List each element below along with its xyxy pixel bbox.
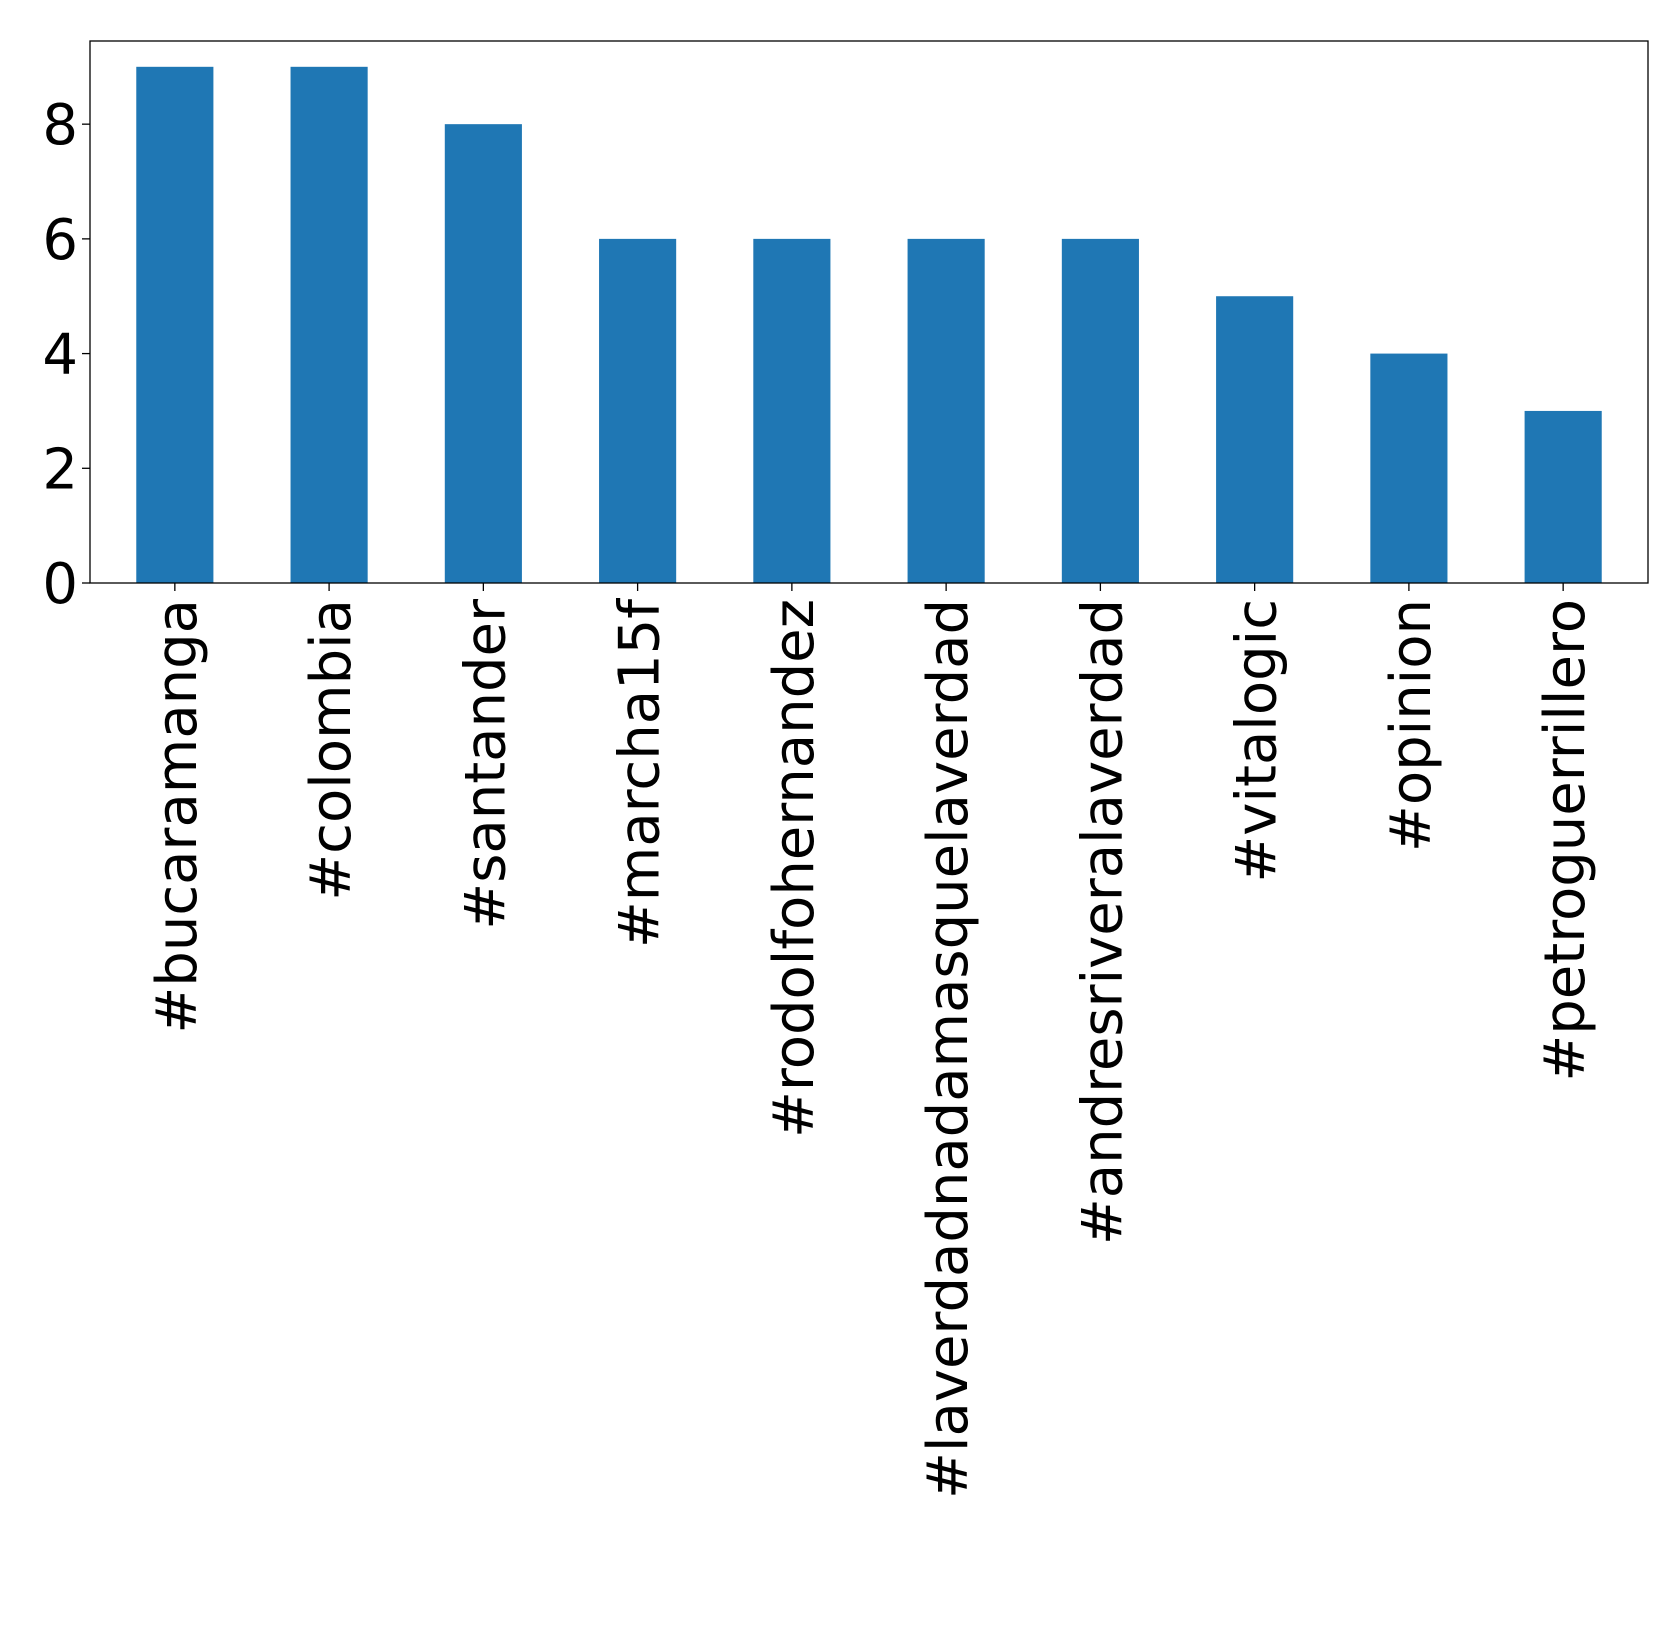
y-tick-label: 8 bbox=[42, 93, 78, 158]
x-tick-label: #santander bbox=[453, 598, 518, 930]
bar-andresriveralaverdad bbox=[1061, 238, 1139, 583]
bars-layer bbox=[136, 66, 1602, 584]
bar-rodolfohernandez bbox=[753, 238, 831, 583]
bar-petroguerrillero bbox=[1524, 410, 1602, 583]
x-tick-label: #opinion bbox=[1379, 599, 1444, 852]
x-tick-label: #petroguerrillero bbox=[1533, 599, 1598, 1082]
x-tick-label: #colombia bbox=[299, 599, 364, 901]
y-tick-label: 4 bbox=[42, 323, 78, 388]
plot-frame bbox=[89, 40, 1649, 584]
y-axis-ticks: 0 2 4 6 8 bbox=[42, 93, 90, 617]
bar-colombia bbox=[290, 66, 368, 584]
x-axis-ticks: #bucaramanga #colombia #santander #marcha15… bbox=[145, 583, 1598, 1499]
x-tick-label: #vitalogic bbox=[1225, 599, 1290, 883]
bar-laverdadnadamasquelaverdad bbox=[907, 238, 985, 583]
y-tick-label: 2 bbox=[42, 437, 78, 502]
y-tick-label: 0 bbox=[42, 552, 78, 617]
bar-marcha15f bbox=[599, 238, 677, 583]
x-tick-label: #laverdadnadamasquelaverdad bbox=[916, 599, 981, 1499]
bar-opinion bbox=[1370, 353, 1448, 583]
x-tick-label: #andresriveralaverdad bbox=[1070, 599, 1135, 1245]
bar-bucaramanga bbox=[136, 66, 214, 584]
x-tick-label: #marcha15f bbox=[608, 598, 673, 948]
x-tick-label: #bucaramanga bbox=[145, 599, 210, 1034]
x-tick-label: #rodolfohernandez bbox=[762, 599, 827, 1138]
bar-santander bbox=[444, 124, 522, 583]
bar-vitalogic bbox=[1216, 296, 1294, 583]
y-tick-label: 6 bbox=[42, 208, 78, 273]
